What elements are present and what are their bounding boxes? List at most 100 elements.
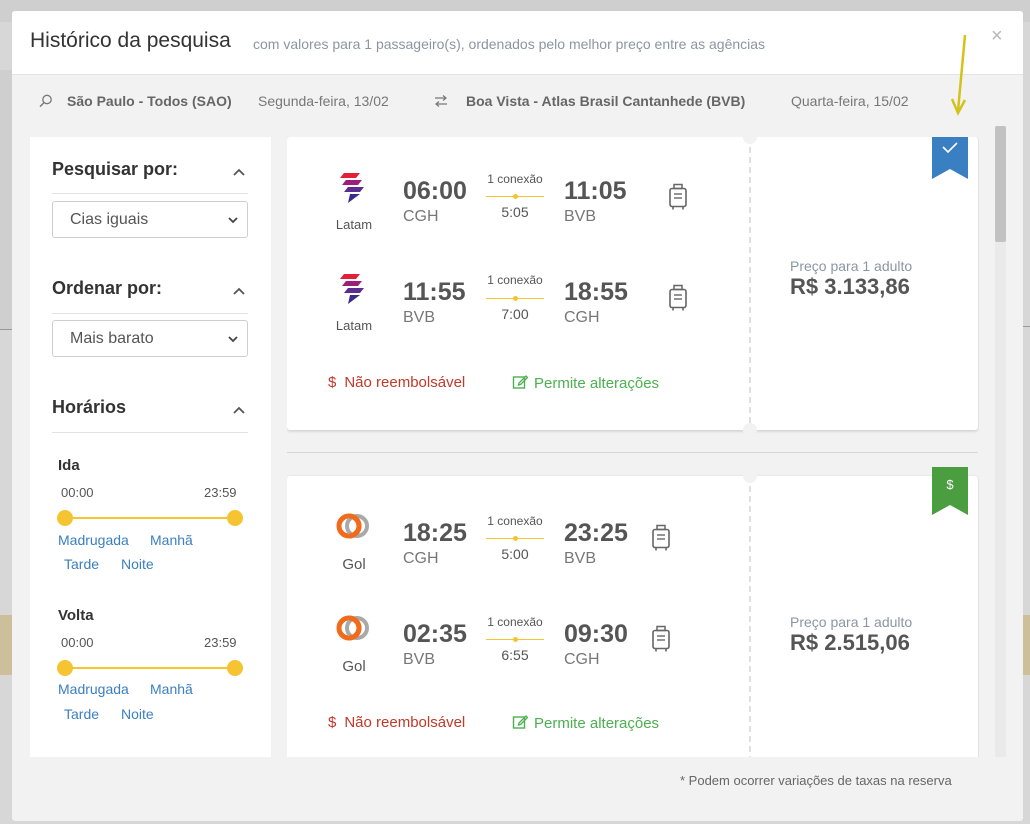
check-icon [942, 142, 958, 154]
changes-allowed-label: Permite alterações [534, 715, 660, 732]
swap-arrows-icon [435, 95, 447, 107]
background-panel-right [1022, 615, 1030, 675]
volta-link-madrugada[interactable]: Madrugada [58, 681, 129, 697]
latam-logo-icon [340, 173, 364, 203]
changes-allowed-label: Permite alterações [534, 375, 660, 392]
ida-link-noite[interactable]: Noite [121, 556, 154, 572]
non-refundable-tag: $ Não reembolsável [328, 374, 465, 391]
best-option-ribbon [932, 137, 968, 179]
volta-link-noite[interactable]: Noite [121, 706, 154, 722]
volta-link-tarde[interactable]: Tarde [64, 706, 100, 722]
airline-name: Gol [342, 658, 366, 675]
chevron-up-icon[interactable] [232, 165, 246, 179]
ida-link-madrugada[interactable]: Madrugada [58, 532, 129, 548]
search-by-value: Cias iguais [70, 211, 149, 228]
card-divider [749, 486, 751, 757]
ida-max-time: 23:59 [204, 485, 237, 500]
connection-dot [513, 296, 518, 301]
non-refundable-label: Não reembolsável [344, 374, 466, 391]
luggage-icon [652, 625, 670, 652]
changes-allowed-tag: Permite alterações [512, 374, 659, 392]
volta-max-time: 23:59 [204, 635, 237, 650]
duration: 6:55 [501, 647, 529, 663]
chevron-down-icon [228, 336, 238, 343]
background-divider-right [1022, 326, 1030, 327]
flight-result-card[interactable]: Latam 06:00 CGH 1 conexão 5:05 11:05 BVB [287, 137, 978, 437]
departure-code: BVB [403, 651, 436, 668]
latam-logo-icon [340, 274, 364, 304]
ida-slider-track [65, 517, 235, 519]
search-history-modal: Histórico da pesquisa com valores para 1… [12, 11, 1023, 821]
departure-time: 02:35 [403, 620, 467, 648]
dollar-icon: $ [328, 714, 337, 731]
luggage-icon [669, 284, 687, 311]
edit-icon [512, 375, 529, 389]
departure-code: CGH [403, 208, 439, 225]
airline-name: Latam [335, 318, 373, 333]
luggage-icon [652, 524, 670, 551]
card-divider [749, 147, 751, 423]
cheapest-option-ribbon: $ [932, 467, 968, 515]
departure-time: 18:25 [403, 519, 467, 547]
connection-dot [513, 536, 518, 541]
non-refundable-tag: $ Não reembolsável [328, 714, 465, 731]
chevron-down-icon [228, 217, 238, 224]
flight-result-card[interactable]: Gol 18:25 CGH 1 conexão 5:00 23:25 BVB [287, 467, 978, 757]
volta-slider-max-handle[interactable] [227, 660, 243, 676]
airline-name: Latam [335, 217, 373, 232]
divider [52, 432, 248, 433]
arrival-time: 09:30 [564, 620, 628, 648]
gol-logo-icon [336, 513, 369, 539]
connections: 1 conexão [487, 514, 543, 528]
order-by-value: Mais barato [70, 330, 154, 347]
results-scrollbar[interactable] [995, 126, 1006, 757]
price: R$ 3.133,86 [790, 274, 910, 299]
changes-allowed-tag: Permite alterações [512, 714, 659, 732]
departure-time: 11:55 [403, 278, 466, 306]
close-button[interactable]: × [991, 25, 1003, 47]
ida-link-manha[interactable]: Manhã [150, 532, 193, 548]
ida-label: Ida [58, 457, 80, 474]
edit-icon [512, 715, 529, 729]
chevron-up-icon[interactable] [232, 284, 246, 298]
arrival-time: 11:05 [564, 177, 627, 205]
background-panel-left-2 [0, 615, 12, 675]
divider [52, 193, 248, 194]
annotation-arrow-icon [950, 34, 967, 116]
arrival-time: 18:55 [564, 278, 628, 306]
price-label: Preço para 1 adulto [790, 258, 913, 274]
luggage-icon [669, 183, 687, 210]
departure-code: BVB [403, 309, 436, 326]
arrival-code: CGH [564, 651, 600, 668]
search-icon [39, 94, 52, 108]
ida-min-time: 00:00 [61, 485, 94, 500]
arrival-time: 23:25 [564, 519, 628, 547]
departure-code: CGH [403, 550, 439, 567]
gol-logo-icon [336, 615, 369, 641]
order-by-select[interactable]: Mais barato [52, 320, 248, 357]
price: R$ 2.515,06 [790, 630, 910, 655]
origin-date: Segunda-feira, 13/02 [258, 93, 389, 109]
background-panel-left [0, 70, 12, 330]
modal-subtitle: com valores para 1 passageiro(s), ordena… [253, 36, 766, 52]
origin-city: São Paulo - Todos (SAO) [67, 93, 232, 109]
airline-name: Gol [342, 556, 366, 573]
connection-dot [513, 194, 518, 199]
card-notch [743, 469, 757, 483]
search-by-select[interactable]: Cias iguais [52, 201, 248, 238]
ida-link-tarde[interactable]: Tarde [64, 556, 100, 572]
dollar-icon: $ [946, 477, 954, 492]
duration: 5:00 [501, 546, 529, 562]
results-list: Latam 06:00 CGH 1 conexão 5:05 11:05 BVB [287, 137, 979, 757]
volta-link-manha[interactable]: Manhã [150, 681, 193, 697]
volta-slider-min-handle[interactable] [57, 660, 73, 676]
ida-slider-max-handle[interactable] [227, 510, 243, 526]
duration: 7:00 [501, 306, 529, 322]
dollar-icon: $ [328, 374, 337, 391]
ida-slider-min-handle[interactable] [57, 510, 73, 526]
scrollbar-thumb[interactable] [995, 126, 1006, 242]
chevron-up-icon[interactable] [232, 403, 246, 417]
card-notch [743, 423, 757, 437]
destination-city: Boa Vista - Atlas Brasil Cantanhede (BVB… [466, 93, 746, 109]
footnote: * Podem ocorrer variações de taxas na re… [680, 773, 952, 788]
